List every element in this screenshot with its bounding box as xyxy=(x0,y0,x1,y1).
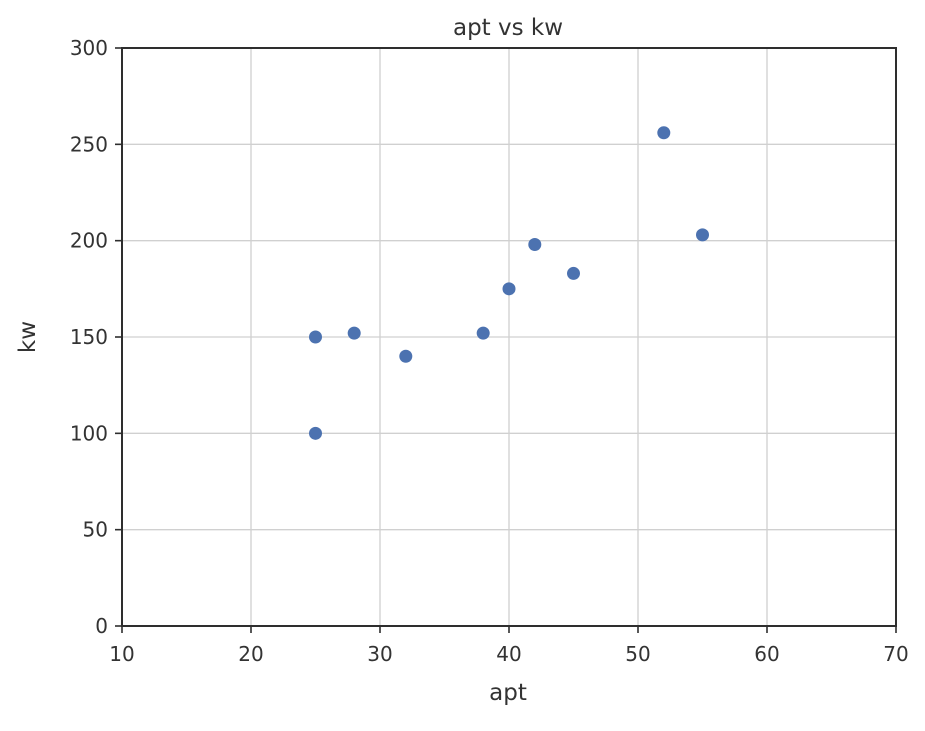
x-tick-label: 10 xyxy=(109,642,134,666)
data-point xyxy=(309,426,322,440)
y-tick-label: 300 xyxy=(70,36,108,60)
y-tick-label: 50 xyxy=(83,518,108,542)
data-point xyxy=(347,326,361,340)
x-tick-label: 70 xyxy=(883,642,908,666)
chart-title: apt vs kw xyxy=(453,15,563,41)
y-tick-label: 150 xyxy=(70,325,108,349)
y-tick-label: 100 xyxy=(70,421,108,445)
y-tick-label: 200 xyxy=(70,229,108,253)
grid-layer xyxy=(121,47,897,627)
tick-layer: 10 20 30 40 50 60 70 0 50 100 150 200 250 300 xyxy=(70,36,909,666)
x-tick-label: 20 xyxy=(238,642,263,666)
x-tick-label: 30 xyxy=(367,642,392,666)
x-tick-label: 50 xyxy=(625,642,650,666)
x-axis-label: apt xyxy=(489,680,527,706)
y-tick-label: 250 xyxy=(70,132,108,156)
x-tick-label: 40 xyxy=(496,642,521,666)
point-layer xyxy=(309,126,709,440)
data-point xyxy=(696,228,709,242)
y-tick-label: 0 xyxy=(95,614,108,638)
data-point xyxy=(476,326,490,340)
data-point xyxy=(567,266,580,280)
data-point xyxy=(309,330,322,344)
data-point xyxy=(502,282,516,296)
y-axis-label: kw xyxy=(15,321,41,353)
data-point xyxy=(528,238,542,252)
data-point xyxy=(657,126,671,140)
x-tick-label: 60 xyxy=(754,642,779,666)
data-point xyxy=(399,349,413,363)
